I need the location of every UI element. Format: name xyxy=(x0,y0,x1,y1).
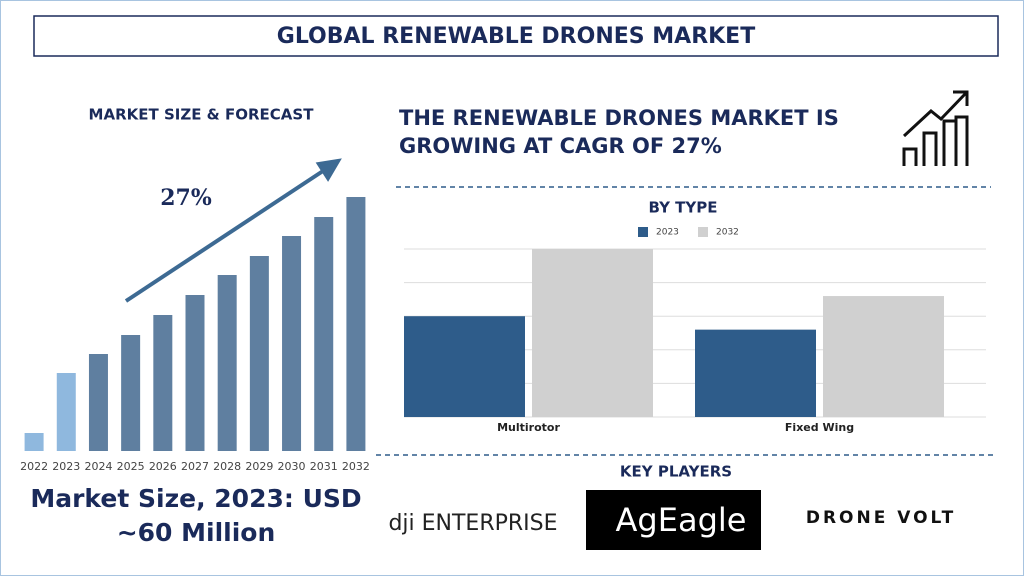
bar xyxy=(346,197,366,451)
chart-title: MARKET SIZE & FORECAST xyxy=(89,106,315,124)
legend-label: 2023 xyxy=(656,228,679,238)
bar xyxy=(153,315,173,451)
x-tick-label: 2030 xyxy=(278,460,306,473)
bar xyxy=(217,275,237,451)
bar xyxy=(282,236,302,451)
x-tick-label: 2031 xyxy=(310,460,338,473)
legend-label: 2032 xyxy=(716,228,739,238)
legend-swatch xyxy=(698,227,708,237)
x-tick-label: 2028 xyxy=(213,460,241,473)
chart-title: BY TYPE xyxy=(648,199,717,217)
growth-icon xyxy=(902,90,969,166)
x-tick-label: 2027 xyxy=(181,460,209,473)
arrow xyxy=(124,158,342,303)
bar xyxy=(185,295,205,451)
bar xyxy=(314,217,334,451)
x-tick-label: Multirotor xyxy=(497,421,560,434)
x-tick-label: 2025 xyxy=(117,460,145,473)
x-tick-label: 2023 xyxy=(52,460,80,473)
x-tick-label: 2022 xyxy=(20,460,48,473)
bar xyxy=(695,329,816,417)
page-title: GLOBAL RENEWABLE DRONES MARKET xyxy=(277,24,755,49)
x-tick-label: 2032 xyxy=(342,460,370,473)
x-tick-label: Fixed Wing xyxy=(785,421,854,434)
x-tick-label: 2026 xyxy=(149,460,177,473)
legend-swatch xyxy=(638,227,648,237)
bar xyxy=(532,249,653,417)
section-title: KEY PLAYERS xyxy=(620,463,732,481)
player-logo: DRONE VOLT xyxy=(806,508,956,528)
cagr-annotation: 27% xyxy=(160,185,212,211)
bar xyxy=(404,316,525,417)
headline: THE RENEWABLE DRONES MARKET IS GROWING A… xyxy=(399,106,839,158)
bar xyxy=(88,354,108,451)
bar xyxy=(121,335,141,451)
logo-box xyxy=(586,490,761,550)
x-tick-label: 2029 xyxy=(245,460,273,473)
player-logo: dji ENTERPRISE xyxy=(388,511,557,536)
bar xyxy=(56,373,76,451)
x-tick-label: 2024 xyxy=(84,460,112,473)
player-logo: AgEagle xyxy=(616,501,747,539)
bar xyxy=(823,296,944,417)
title-box xyxy=(33,15,999,57)
bar xyxy=(249,256,269,451)
market-size: Market Size, 2023: USD ~60 Million xyxy=(30,484,362,547)
bar xyxy=(24,433,44,451)
